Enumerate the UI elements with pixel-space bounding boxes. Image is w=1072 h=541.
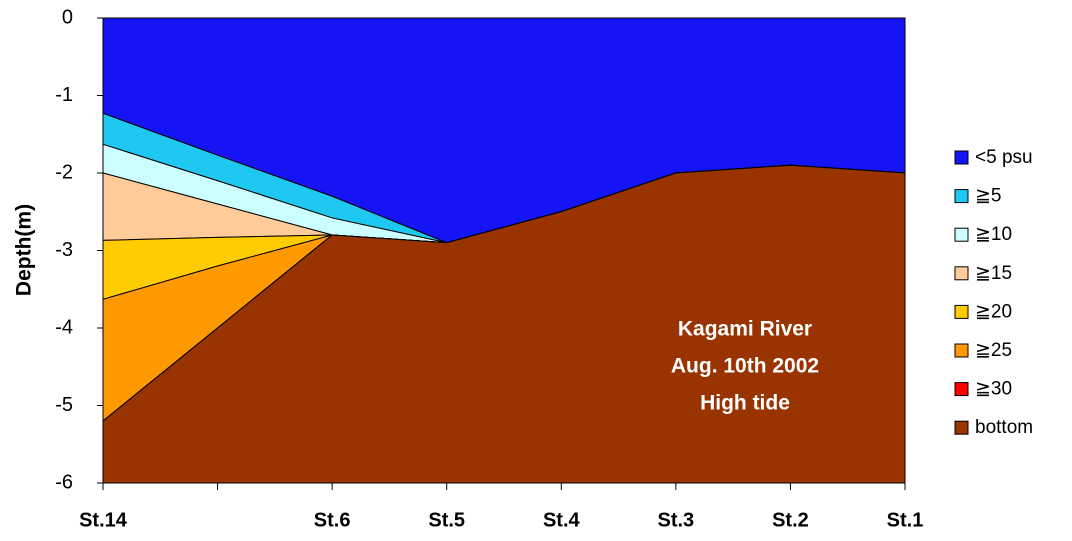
y-tick-label: -3	[55, 239, 73, 261]
legend-label: ≧10	[975, 224, 1012, 245]
legend-swatch	[954, 266, 969, 281]
y-tick-label: -6	[55, 471, 73, 493]
legend-label: ≧20	[975, 301, 1012, 322]
annotation: High tide	[700, 392, 790, 415]
legend-label: ≧5	[975, 186, 1002, 207]
legend-label: ≧25	[975, 340, 1012, 361]
x-tick-label: St.3	[658, 509, 695, 531]
y-tick-label: -5	[55, 394, 73, 416]
legend-label: ≧15	[975, 263, 1012, 284]
legend-label: bottom	[975, 417, 1033, 438]
x-tick-label: St.14	[79, 509, 128, 531]
x-tick-label: St.1	[887, 509, 924, 531]
legend-swatch	[954, 304, 969, 319]
x-tick-label: St.5	[428, 509, 465, 531]
x-tick-label: St.4	[543, 509, 581, 531]
legend-swatch	[954, 382, 969, 397]
y-axis-label: Depth(m)	[13, 204, 36, 296]
y-tick-label: -4	[55, 316, 73, 338]
y-tick-label: -1	[55, 84, 73, 106]
legend-swatch	[954, 420, 969, 435]
annotation: Aug. 10th 2002	[671, 355, 819, 378]
legend-label: <5 psu	[975, 147, 1033, 168]
legend-swatch	[954, 343, 969, 358]
y-tick-label: 0	[62, 6, 73, 28]
y-tick-label: -2	[55, 161, 73, 183]
annotation: Kagami River	[678, 318, 812, 341]
x-tick-label: St.2	[772, 509, 809, 531]
x-tick-label: St.6	[314, 509, 351, 531]
legend-swatch	[954, 150, 969, 165]
legend-swatch	[954, 227, 969, 242]
legend-swatch	[954, 189, 969, 204]
legend-label: ≧30	[975, 379, 1012, 400]
